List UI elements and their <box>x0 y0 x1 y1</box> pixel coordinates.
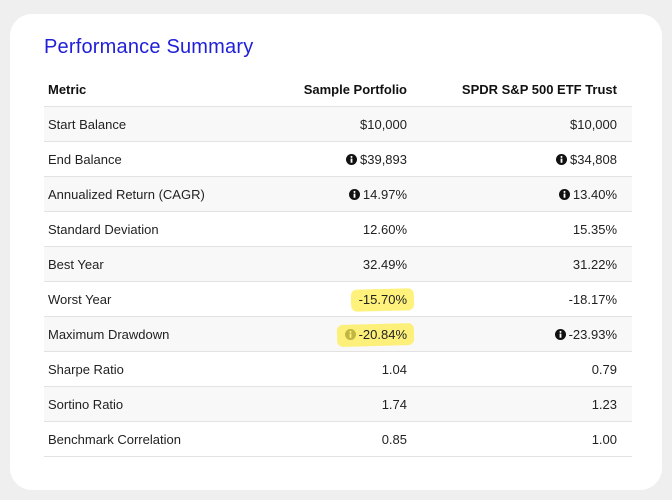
info-icon[interactable] <box>346 153 357 165</box>
column-header: Metric <box>44 72 248 107</box>
cell-text: -15.70% <box>358 291 407 307</box>
cell-text: $10,000 <box>570 116 617 132</box>
header-row: Metric Sample Portfolio SPDR S&P 500 ETF T… <box>44 72 632 107</box>
table-row: Best Year 32.49% 31.22% <box>44 246 632 282</box>
value-cell: 0.85 <box>248 421 413 457</box>
metric-cell: Benchmark Correlation <box>44 421 248 457</box>
metric-cell: Standard Deviation <box>44 211 248 247</box>
value-cell: $10,000 <box>248 106 413 142</box>
table-row: Sharpe Ratio 1.04 0.79 <box>44 351 632 387</box>
value-cell: 13.40% <box>413 176 632 212</box>
cell-text: $34,808 <box>570 151 617 167</box>
cell-text: 13.40% <box>572 186 617 202</box>
cell-text: 1.00 <box>591 431 617 447</box>
value-cell: -15.70% <box>248 281 413 317</box>
metric-cell: Best Year <box>44 246 248 282</box>
table-row: Standard Deviation 12.60% 15.35% <box>44 211 632 247</box>
metric-cell: End Balance <box>44 141 248 177</box>
info-icon[interactable] <box>558 188 570 200</box>
info-icon[interactable] <box>348 188 360 200</box>
cell-text: 0.85 <box>381 431 407 447</box>
table-row: End Balance $39,893 $34,808 <box>44 141 632 177</box>
info-icon[interactable] <box>556 153 567 165</box>
table-row: Annualized Return (CAGR) 14.97% 13.40% <box>44 176 632 212</box>
highlight: -15.70% <box>359 292 407 307</box>
table-row: Sortino Ratio 1.74 1.23 <box>44 386 632 422</box>
cell-text: -23.93% <box>568 326 617 342</box>
value-cell: 31.22% <box>413 246 632 282</box>
table-body: Start Balance $10,000 $10,000 End Balance $3… <box>44 106 632 457</box>
value-cell: 14.97% <box>248 176 413 212</box>
summary-table: Metric Sample Portfolio SPDR S&P 500 ETF T… <box>44 72 632 457</box>
value-cell: $34,808 <box>413 141 632 177</box>
table-row: Maximum Drawdown -20.84% -23.93% <box>44 316 632 352</box>
metric-cell: Maximum Drawdown <box>44 316 248 352</box>
metric-cell: Sortino Ratio <box>44 386 248 422</box>
cell-text: 14.97% <box>362 186 407 202</box>
cell-text: 12.60% <box>362 221 407 237</box>
value-cell: -23.93% <box>413 316 632 352</box>
card: Performance Summary Metric Sample Portfol… <box>10 14 662 490</box>
metric-cell: Worst Year <box>44 281 248 317</box>
column-header: SPDR S&P 500 ETF Trust <box>413 72 632 107</box>
value-cell: 12.60% <box>248 211 413 247</box>
info-icon[interactable] <box>554 328 566 340</box>
value-cell: 1.74 <box>248 386 413 422</box>
value-cell: $39,893 <box>248 141 413 177</box>
metric-cell: Start Balance <box>44 106 248 142</box>
table-row: Start Balance $10,000 $10,000 <box>44 106 632 142</box>
cell-text: $39,893 <box>360 151 407 167</box>
value-cell: 0.79 <box>413 351 632 387</box>
cell-text: 15.35% <box>572 221 617 237</box>
cell-text: 0.79 <box>591 361 617 377</box>
value-cell: 15.35% <box>413 211 632 247</box>
value-cell: 1.23 <box>413 386 632 422</box>
value-cell: $10,000 <box>413 106 632 142</box>
metric-cell: Annualized Return (CAGR) <box>44 176 248 212</box>
cell-text: 32.49% <box>362 256 407 272</box>
value-cell: -18.17% <box>413 281 632 317</box>
value-cell: 32.49% <box>248 246 413 282</box>
table-row: Worst Year -15.70% -18.17% <box>44 281 632 317</box>
title: Performance Summary <box>44 36 254 58</box>
cell-text: -20.84% <box>358 326 407 342</box>
table-row: Benchmark Correlation 0.85 1.00 <box>44 421 632 457</box>
column-header: Sample Portfolio <box>248 72 413 107</box>
cell-text: -18.17% <box>568 291 617 307</box>
cell-text: 31.22% <box>572 256 617 272</box>
value-cell: 1.00 <box>413 421 632 457</box>
metric-cell: Sharpe Ratio <box>44 351 248 387</box>
value-cell: -20.84% <box>248 316 413 352</box>
cell-text: $10,000 <box>360 116 407 132</box>
value-cell: 1.04 <box>248 351 413 387</box>
cell-text: 1.74 <box>381 396 407 412</box>
info-icon[interactable] <box>344 328 356 340</box>
cell-text: 1.23 <box>591 396 617 412</box>
highlight: -20.84% <box>344 326 407 342</box>
cell-text: 1.04 <box>381 361 407 377</box>
